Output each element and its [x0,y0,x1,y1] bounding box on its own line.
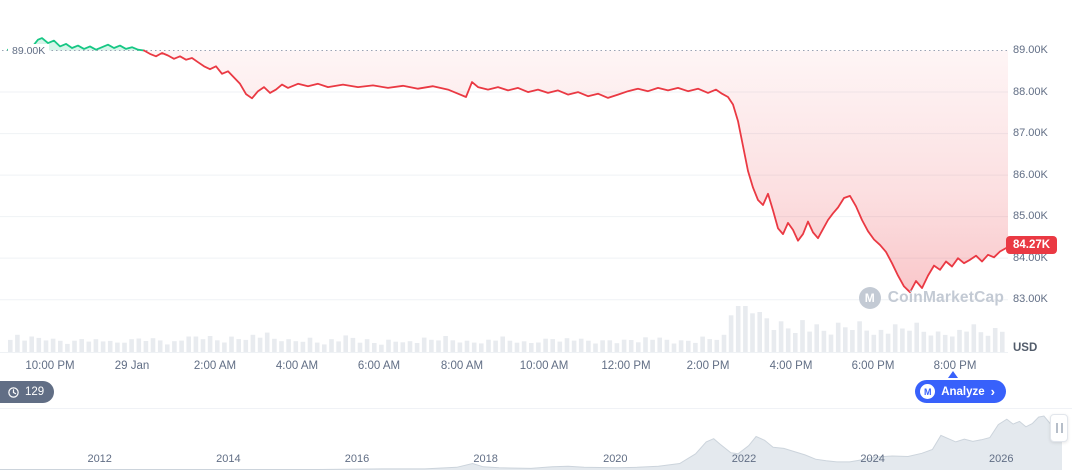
y-axis-label: 88.00K [1013,85,1048,98]
year-label: 2026 [988,453,1014,465]
x-axis-label: 4:00 AM [275,360,319,372]
year-label: 2012 [87,453,112,465]
analyze-label: Analyze [941,385,985,398]
x-axis-label: 29 Jan [114,360,150,372]
x-axis-label: 8:00 AM [440,360,484,372]
history-count-badge[interactable]: 129 [0,381,55,403]
year-label: 2018 [473,453,498,465]
y-axis-label: 85.00K [1013,210,1048,223]
clock-icon [8,386,19,398]
x-axis-label: 6:00 PM [851,360,895,372]
year-label: 2024 [860,453,885,465]
year-label: 2020 [603,453,628,465]
x-axis-label: 4:00 PM [769,360,813,372]
date-range-selector[interactable]: 2012 2014 2016 2018 2020 2022 2024 2026 [0,408,1072,470]
analyze-button[interactable]: M Analyze › [915,380,1006,403]
y-axis-label: 87.00K [1013,127,1048,140]
y-axis-label: 89.00K [1013,44,1048,57]
x-axis-label: 10:00 AM [519,360,569,372]
history-count: 129 [25,386,45,398]
year-label: 2016 [344,453,370,465]
x-axis-label: 2:00 PM [686,360,730,372]
cmc-ai-icon: M [920,384,936,399]
price-chart[interactable] [0,0,1072,378]
year-label: 2014 [216,453,241,465]
x-axis-label: 8:00 PM [933,360,977,372]
current-price-badge: 84.27K [1006,236,1058,254]
chevron-right-icon: › [990,384,995,399]
baseline-price-tag: 89.00K [8,44,50,58]
x-axis-label: 6:00 AM [357,360,401,372]
x-axis: 10:00 PM 29 Jan 2:00 AM 4:00 AM 6:00 AM 8:00 … [0,360,1072,376]
x-axis-label: 2:00 AM [193,360,237,372]
all-time-mini-chart[interactable] [0,409,1072,470]
y-axis-label: 84.00K [1013,251,1048,264]
x-axis-label: 10:00 PM [25,360,75,372]
year-label: 2022 [731,453,757,465]
y-axis-label: 86.00K [1013,168,1048,181]
x-axis-label: 12:00 PM [601,360,651,372]
y-axis-label: 83.00K [1013,293,1048,306]
range-drag-handle-icon[interactable] [1050,414,1068,442]
currency-unit-label: USD [1013,342,1038,354]
analyze-pointer-icon [948,371,958,378]
